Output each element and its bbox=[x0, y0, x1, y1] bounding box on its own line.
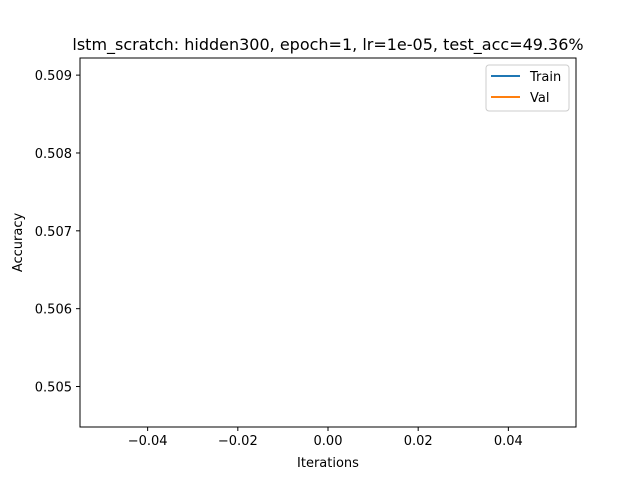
y-tick-label: 0.508 bbox=[35, 147, 72, 162]
y-tick-label: 0.509 bbox=[35, 69, 72, 84]
legend-label-train: Train bbox=[529, 70, 561, 85]
y-tick-label: 0.506 bbox=[35, 303, 72, 318]
x-tick-label: −0.02 bbox=[218, 434, 258, 449]
x-axis-ticks: −0.04 −0.02 0.00 0.02 0.04 bbox=[128, 427, 523, 449]
chart-title: lstm_scratch: hidden300, epoch=1, lr=1e-… bbox=[72, 35, 583, 55]
x-tick-label: −0.04 bbox=[128, 434, 168, 449]
x-tick-label: 0.02 bbox=[404, 434, 433, 449]
y-tick-label: 0.505 bbox=[35, 381, 72, 396]
y-axis-label: Accuracy bbox=[11, 213, 26, 273]
plot-area-frame bbox=[79, 57, 577, 428]
x-tick-label: 0.00 bbox=[314, 434, 343, 449]
y-axis-ticks: 0.505 0.506 0.507 0.508 0.509 bbox=[35, 69, 80, 396]
x-tick-label: 0.04 bbox=[494, 434, 523, 449]
legend-label-val: Val bbox=[530, 91, 549, 106]
legend: Train Val bbox=[485, 64, 570, 112]
x-axis-label: Iterations bbox=[297, 456, 359, 471]
y-tick-label: 0.507 bbox=[35, 225, 72, 240]
